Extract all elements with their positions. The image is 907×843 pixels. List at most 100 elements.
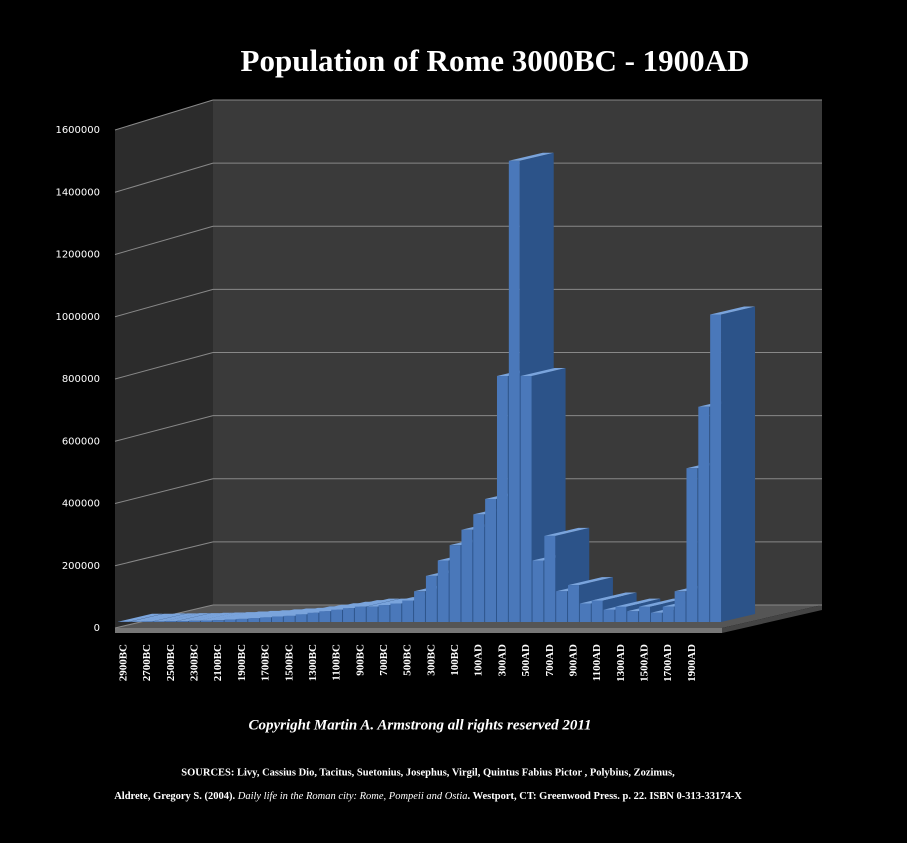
bar-side bbox=[721, 306, 756, 622]
bar-front bbox=[544, 535, 556, 622]
bar-front bbox=[603, 609, 615, 622]
sources-text: . Westport, CT: Greenwood Press. p. 22. … bbox=[468, 791, 743, 802]
sources: Aldrete, Gregory S. (2004). Daily life i… bbox=[114, 791, 742, 802]
bar-top bbox=[615, 598, 661, 607]
x-tick-label: 2500BC bbox=[165, 644, 177, 681]
x-tick-label: 300BC bbox=[425, 644, 437, 676]
bar-front bbox=[271, 616, 283, 622]
bar-front bbox=[177, 621, 189, 622]
bar-top bbox=[639, 598, 684, 607]
grid-line bbox=[114, 225, 214, 255]
floor-side bbox=[722, 605, 822, 633]
bar-top bbox=[200, 612, 246, 621]
x-tick-label: 1500BC bbox=[283, 644, 295, 681]
bar-front bbox=[556, 591, 568, 622]
grid-line bbox=[114, 162, 214, 193]
x-tick-label: 2700BC bbox=[141, 644, 153, 681]
y-tick-label: 0 bbox=[94, 623, 100, 634]
x-tick-label: 1900AD bbox=[686, 644, 698, 682]
bar-front bbox=[354, 606, 366, 622]
x-tick-label: 1900BC bbox=[236, 644, 248, 681]
x-tick-label: 900BC bbox=[354, 644, 366, 676]
bar-front bbox=[532, 560, 544, 622]
bar-front bbox=[425, 575, 437, 622]
grid-line bbox=[114, 478, 214, 504]
x-tick-label: 500BC bbox=[402, 644, 414, 676]
bar-front bbox=[473, 514, 485, 622]
y-tick-label: 800000 bbox=[62, 374, 100, 385]
x-tick-label: 1100BC bbox=[331, 644, 343, 681]
side-wall bbox=[115, 100, 213, 628]
bar-front bbox=[260, 617, 272, 622]
bar-front bbox=[520, 376, 532, 622]
bar-front bbox=[674, 591, 686, 622]
bar-front bbox=[698, 406, 710, 622]
bar-top bbox=[118, 613, 163, 622]
x-tick-label: 1700AD bbox=[662, 644, 674, 682]
bar-front bbox=[568, 585, 579, 622]
x-tick-label: 100BC bbox=[449, 644, 461, 676]
bar-front bbox=[627, 611, 639, 622]
bar-top bbox=[710, 306, 756, 315]
bar-front bbox=[236, 618, 248, 622]
bar-front bbox=[461, 529, 473, 622]
y-tick-label: 1200000 bbox=[55, 250, 100, 261]
grid-line bbox=[114, 99, 214, 131]
bar-front bbox=[686, 468, 698, 622]
bar-front bbox=[615, 606, 627, 622]
y-tick-label: 400000 bbox=[62, 499, 100, 510]
bar-front bbox=[295, 614, 307, 622]
y-tick-label: 1400000 bbox=[55, 187, 100, 198]
bar-front bbox=[141, 621, 153, 622]
floor-edge bbox=[115, 628, 722, 633]
bar-front bbox=[165, 621, 177, 622]
sources-text: Aldrete, Gregory S. (2004). bbox=[114, 791, 238, 802]
bar-front bbox=[390, 603, 402, 622]
copyright: Copyright Martin A. Armstrong all rights… bbox=[248, 717, 591, 733]
bar-front bbox=[449, 545, 461, 622]
bar-top bbox=[177, 613, 223, 622]
bar-front bbox=[485, 499, 497, 622]
bar-top bbox=[271, 608, 317, 617]
bar-front bbox=[710, 314, 722, 622]
grid-line bbox=[114, 352, 214, 380]
bar-top bbox=[520, 368, 566, 376]
bar-front bbox=[496, 376, 508, 622]
x-tick-label: 700BC bbox=[378, 644, 390, 676]
bar-front bbox=[591, 600, 603, 622]
x-tick-label: 2300BC bbox=[189, 644, 201, 681]
bar-top bbox=[544, 527, 590, 536]
x-tick-label: 1700BC bbox=[260, 644, 272, 681]
sources: SOURCES: Livy, Cassius Dio, Tacitus, Sue… bbox=[181, 767, 675, 778]
bar-top bbox=[141, 613, 187, 622]
bar-top bbox=[568, 577, 613, 586]
x-tick-label: 500AD bbox=[520, 644, 532, 676]
bar-front bbox=[402, 600, 414, 622]
bar-top bbox=[212, 612, 258, 621]
x-tick-label: 1300AD bbox=[615, 644, 627, 682]
bar-front bbox=[319, 611, 331, 622]
bar-front bbox=[189, 620, 200, 622]
grid-line bbox=[114, 288, 214, 318]
bar-top bbox=[224, 611, 270, 620]
sources-book: Daily life in the Roman city: Rome, Pomp… bbox=[237, 791, 468, 802]
bar-front bbox=[212, 620, 224, 622]
bar-front bbox=[378, 605, 390, 622]
bar-front bbox=[224, 619, 236, 622]
x-tick-label: 900AD bbox=[567, 644, 579, 676]
y-tick-label: 600000 bbox=[62, 436, 100, 447]
bar-front bbox=[650, 612, 662, 622]
bar-front bbox=[307, 612, 319, 622]
bar-top bbox=[508, 152, 554, 161]
bar-top bbox=[354, 598, 400, 607]
grid-line bbox=[114, 541, 214, 567]
grid-line bbox=[114, 415, 214, 442]
bar-top bbox=[591, 592, 637, 601]
bar-front bbox=[437, 560, 449, 622]
bar-front bbox=[366, 606, 378, 622]
chart-title: Population of Rome 3000BC - 1900AD bbox=[241, 43, 750, 78]
bar-front bbox=[248, 618, 260, 622]
bar-top bbox=[165, 613, 211, 622]
x-tick-label: 300AD bbox=[496, 644, 508, 676]
